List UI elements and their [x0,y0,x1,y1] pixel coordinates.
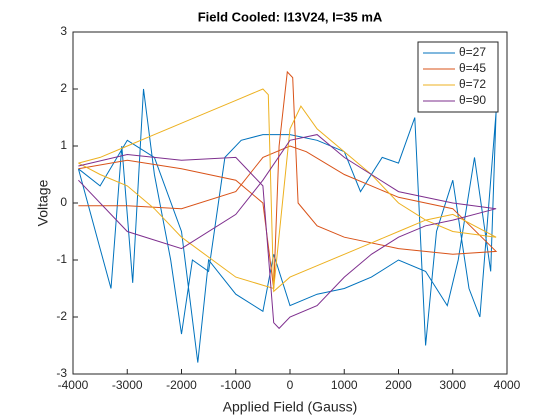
x-tick-label: -3000 [112,378,143,392]
x-axis-label: Applied Field (Gauss) [223,399,358,415]
x-tick-label: -1000 [220,378,251,392]
chart-title: Field Cooled: I13V24, I=35 mA [198,9,383,24]
series-line [78,134,497,330]
y-tick-label: -3 [56,366,67,380]
x-tick-label: 4000 [494,378,521,392]
legend-label: θ=90 [459,93,486,107]
series-line [78,88,497,293]
y-tick-label: 1 [60,138,67,152]
x-tick-label: 3000 [439,378,466,392]
y-axis-label: Voltage [35,179,51,226]
y-tick-label: 3 [60,24,67,38]
x-tick-label: -2000 [166,378,197,392]
y-tick-label: -2 [56,309,67,323]
axes-box [72,31,508,375]
x-tick-label: 1000 [331,378,358,392]
series-line [77,88,497,363]
legend-label: θ=27 [459,45,486,59]
legend-label: θ=72 [459,77,486,91]
y-tick-label: 0 [60,195,67,209]
y-tick-label: 2 [60,81,67,95]
x-tick-label: -4000 [58,378,89,392]
legend-box [417,41,499,113]
y-tick-label: -1 [56,252,67,266]
series-line [78,70,498,289]
x-tick-label: 2000 [385,378,412,392]
legend-label: θ=45 [459,61,486,75]
x-tick-label: 0 [287,378,294,392]
